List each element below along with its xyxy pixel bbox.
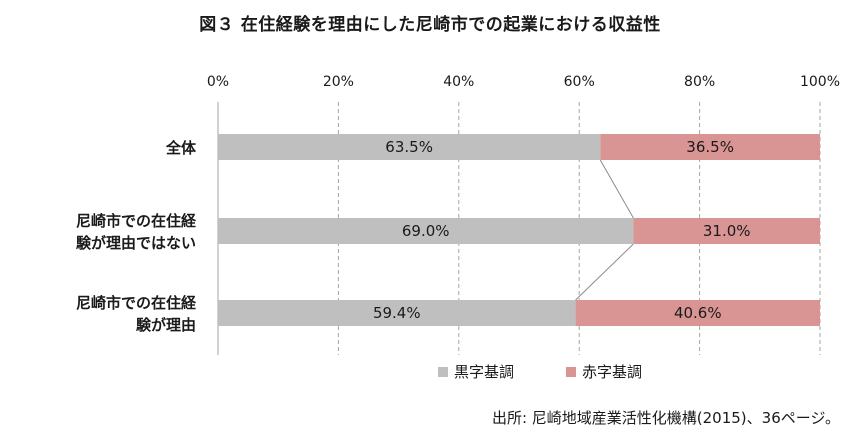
bar-segment [600,134,820,160]
series-connector-line [599,159,634,219]
x-tick-label: 80% [684,74,715,90]
x-tick-label: 40% [443,74,474,90]
data-label: 36.5% [686,138,734,156]
data-label: 59.4% [373,304,421,322]
legend-label: 黒字基調 [454,363,514,381]
series-connector-line [575,243,634,301]
x-tick-label: 20% [323,74,354,90]
data-label: 63.5% [385,138,433,156]
category-label: 尼崎市での在住経 [76,212,197,230]
x-tick-label: 60% [564,74,595,90]
bar-segment [633,218,820,244]
bar-segment [575,300,820,326]
category-label: 尼崎市での在住経 [76,294,197,312]
source-note: 出所: 尼崎地域産業活性化機構(2015)、36ページ。 [491,409,840,427]
bar-segment [218,300,576,326]
data-label: 31.0% [703,222,751,240]
bar-segment [218,134,601,160]
category-label: 験が理由ではない [76,234,196,252]
x-tick-label: 0% [207,74,229,90]
legend-label: 赤字基調 [582,363,642,381]
data-label: 40.6% [674,304,722,322]
category-label: 験が理由 [136,316,196,334]
category-label: 全体 [165,139,197,157]
legend-swatch [438,367,448,377]
legend-swatch [566,367,576,377]
data-label: 69.0% [402,222,450,240]
chart-title: 図３ 在住経験を理由にした尼崎市での起業における収益性 [199,15,661,35]
x-tick-label: 100% [800,74,840,90]
bar-segment [218,218,634,244]
